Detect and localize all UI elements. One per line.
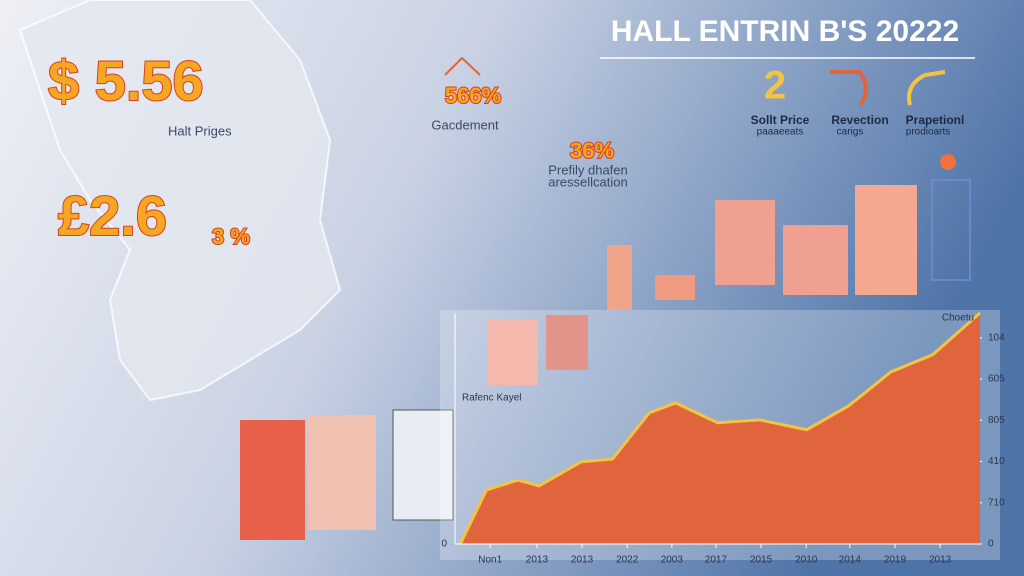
y-tick-label: 805 <box>988 415 1005 426</box>
icon-arrow <box>830 70 868 107</box>
y-tick-label: 0 <box>988 539 994 550</box>
icon-sub: carigs <box>837 127 864 138</box>
x-tick-label: 2019 <box>884 555 907 566</box>
chart: 0 710 410 805 605 104 Non1 2013 2013 2022 2003 2017… <box>441 311 1005 566</box>
y-tick-label: 104 <box>988 332 1005 343</box>
stat-value: £2.6 <box>58 184 167 247</box>
callout-label: Prefily dhafen <box>548 162 628 177</box>
icon-number: 2 <box>764 64 786 108</box>
x-tick-label: 2013 <box>929 555 952 566</box>
map-outline <box>18 0 342 402</box>
icon-label: Revection <box>831 113 888 127</box>
stat-value: $ 5.56 <box>48 49 204 112</box>
axis-zero: 0 <box>441 539 447 550</box>
callout-icon <box>444 56 481 76</box>
x-tick-label: 2013 <box>571 555 594 566</box>
y-tick-label: 710 <box>988 497 1005 508</box>
callout-label: aressellcation <box>548 174 628 189</box>
callout-value: 566% <box>445 83 501 108</box>
buildings <box>240 154 971 540</box>
icon-sub: prodioarts <box>906 127 950 138</box>
area <box>460 313 980 544</box>
icon-label: Prapetionl <box>906 113 965 127</box>
icon-label: Sollt Price <box>751 113 810 127</box>
x-tick-label: 2017 <box>705 555 728 566</box>
y-tick-label: 605 <box>988 374 1005 385</box>
x-tick-label: 2022 <box>616 555 639 566</box>
callout-value: 36% <box>570 138 614 163</box>
y-tick-label: 410 <box>988 456 1005 467</box>
stat-label: Halt Priges <box>168 123 232 138</box>
line <box>458 311 981 545</box>
x-tick-label: 2003 <box>661 555 684 566</box>
x-tick-label: 2015 <box>750 555 773 566</box>
x-tick-label: 2013 <box>526 555 549 566</box>
x-tick-label: 2014 <box>839 555 862 566</box>
x-tick-label: Non1 <box>478 555 502 566</box>
icon-arrow <box>907 70 946 106</box>
icon-sub: paaaeeats <box>757 127 804 138</box>
x-tick-label: 2010 <box>795 555 818 566</box>
callout-label: Gacdement <box>431 117 499 132</box>
title: HALL ENTRIN B'S 20222 <box>611 15 959 48</box>
stat-suffix: 3 % <box>212 224 250 249</box>
annotation: Rafenc Kayel <box>462 393 521 404</box>
corner-label: Choetu <box>942 313 974 324</box>
